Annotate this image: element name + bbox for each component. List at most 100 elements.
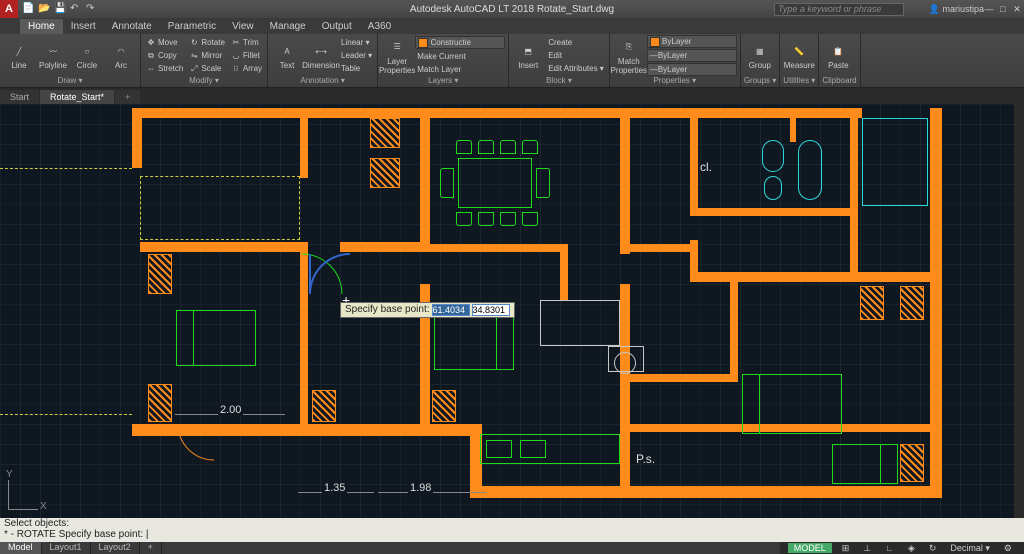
qat-open-icon[interactable]: 📂 [38,3,50,15]
panel-draw-label: Draw ▾ [3,76,137,86]
layer-properties-button[interactable]: ☰Layer Properties [381,36,413,76]
qat-save-icon[interactable]: 💾 [54,3,66,15]
status-settings-icon[interactable]: ⚙ [1000,543,1016,554]
quick-access-toolbar: 📄 📂 💾 ↶ ↷ [18,3,98,15]
app-logo[interactable]: A [0,0,18,18]
polyline-button[interactable]: 〰Polyline [37,36,69,76]
dimension-text: 2.00 [218,404,243,416]
ucs-icon: X Y [8,470,48,510]
doctab-start[interactable]: Start [0,90,39,104]
tab-manage[interactable]: Manage [262,19,314,34]
title-bar: A 📄 📂 💾 ↶ ↷ Autodesk AutoCAD LT 2018 Rot… [0,0,1024,18]
linear-button[interactable]: Linear ▾ [339,37,374,49]
command-line[interactable]: Select objects: * - ROTATE Specify base … [0,518,1024,542]
line-button[interactable]: ╱Line [3,36,35,76]
move-button[interactable]: ✥Move [144,37,185,49]
status-snap-icon[interactable]: ⊥ [859,543,875,554]
color-selector[interactable]: ByLayer [647,35,737,48]
doctab-new[interactable]: + [115,90,140,104]
group-icon: ▦ [750,41,770,61]
status-grid-icon[interactable]: ⊞ [838,543,854,554]
edit-attributes-button[interactable]: Edit Attributes ▾ [546,63,606,75]
vertical-scrollbar[interactable] [1014,104,1024,518]
trim-button[interactable]: ✂Trim [229,37,264,49]
drawing-canvas[interactable]: cl. P.s. 2.00 1.35 1.98 + Specify base p… [0,104,1024,518]
tab-insert[interactable]: Insert [63,19,104,34]
layer-selector[interactable]: Constructie [415,36,505,49]
paste-button[interactable]: 📋Paste [822,36,854,76]
tooltip-label: Specify base point: [345,304,430,316]
help-search-input[interactable]: Type a keyword or phrase [774,3,904,16]
panel-groups-label: Groups ▾ [744,76,776,86]
edit-block-button[interactable]: Edit [546,50,606,62]
stretch-button[interactable]: ⇔Stretch [144,63,185,75]
user-account[interactable]: 👤 mariustipa [929,4,984,15]
make-current-button[interactable]: Make Current [415,50,505,62]
document-tabs: Start Rotate_Start* + [0,88,1024,104]
status-iso-icon[interactable]: ↻ [925,543,941,554]
stretch-icon: ⇔ [146,64,156,74]
dynamic-input-tooltip[interactable]: Specify base point: [340,302,515,318]
status-model-badge[interactable]: MODEL [788,543,832,553]
lineweight-selector[interactable]: — ByLayer [647,49,737,62]
polyline-icon: 〰 [43,41,63,61]
leader-button[interactable]: Leader ▾ [339,50,374,62]
create-block-button[interactable]: Create [546,37,606,49]
qat-new-icon[interactable]: 📄 [22,3,34,15]
insert-block-button[interactable]: ⬒Insert [512,36,544,76]
tab-layout1[interactable]: Layout1 [42,542,91,554]
minimize-button[interactable]: — [982,2,996,16]
arc-button[interactable]: ◠Arc [105,36,137,76]
copy-button[interactable]: ⧉Copy [144,50,185,62]
status-ortho-icon[interactable]: ∟ [881,543,898,553]
dimension-button[interactable]: ⟷Dimension [305,36,337,76]
status-polar-icon[interactable]: ◈ [904,543,919,554]
qat-undo-icon[interactable]: ↶ [70,3,82,15]
mirror-icon: ⇋ [189,51,199,61]
tab-add-layout[interactable]: + [140,542,162,554]
tab-a360[interactable]: A360 [360,19,399,34]
tooltip-y-input[interactable] [472,304,510,316]
text-button[interactable]: AText [271,36,303,76]
doctab-rotate-start[interactable]: Rotate_Start* [40,90,114,104]
layers-icon: ☰ [387,37,407,57]
linetype-selector[interactable]: — ByLayer [647,63,737,76]
dimension-icon: ⟷ [311,41,331,61]
tab-parametric[interactable]: Parametric [160,19,224,34]
mirror-button[interactable]: ⇋Mirror [187,50,227,62]
measure-button[interactable]: 📏Measure [783,36,815,76]
maximize-button[interactable]: □ [996,2,1010,16]
tab-annotate[interactable]: Annotate [104,19,160,34]
array-button[interactable]: ⁝⁝Array [229,63,264,75]
tab-view[interactable]: View [224,19,262,34]
group-button[interactable]: ▦Group [744,36,776,76]
match-layer-button[interactable]: Match Layer [415,63,505,75]
tooltip-x-input[interactable] [432,304,470,316]
match-properties-button[interactable]: ⎘Match Properties [613,36,645,76]
scale-icon: ⤢ [189,64,199,74]
scale-button[interactable]: ⤢Scale [187,63,227,75]
panel-layers: ☰Layer Properties Constructie Make Curre… [378,34,509,87]
move-icon: ✥ [146,38,156,48]
close-button[interactable]: ✕ [1010,2,1024,16]
paste-icon: 📋 [828,41,848,61]
rotate-button[interactable]: ↻Rotate [187,37,227,49]
fillet-icon: ◡ [231,51,241,61]
circle-button[interactable]: ○Circle [71,36,103,76]
tab-layout2[interactable]: Layout2 [91,542,140,554]
tab-home[interactable]: Home [20,19,63,34]
room-label-ps: P.s. [636,452,655,466]
room-label-cl: cl. [700,160,712,174]
copy-icon: ⧉ [146,51,156,61]
qat-redo-icon[interactable]: ↷ [86,3,98,15]
dimension-text: 1.98 [408,482,433,494]
status-units[interactable]: Decimal ▾ [946,543,994,554]
fillet-button[interactable]: ◡Fillet [229,50,264,62]
tab-model[interactable]: Model [0,542,42,554]
command-history: Select objects: [4,518,1020,529]
tab-output[interactable]: Output [314,19,360,34]
table-button[interactable]: Table [339,63,374,75]
panel-annotation: AText ⟷Dimension Linear ▾ Leader ▾ Table… [268,34,378,87]
rotate-icon: ↻ [189,38,199,48]
color-swatch [650,37,660,47]
